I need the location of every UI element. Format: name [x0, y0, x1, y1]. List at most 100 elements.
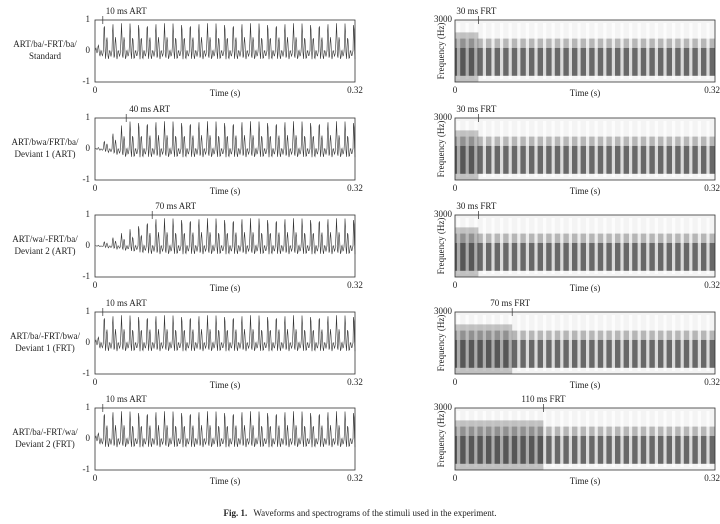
x-tick-label: 0.32 — [347, 473, 363, 483]
pitch-pulse — [586, 315, 590, 371]
x-axis-label: Time (s) — [210, 380, 240, 390]
y-tick-label: -1 — [83, 368, 91, 378]
formant-band — [455, 38, 715, 48]
plot-frame — [454, 19, 716, 83]
pitch-pulse — [680, 218, 684, 274]
pitch-pulse — [620, 218, 624, 274]
caption: Fig. 1. Waveforms and spectrograms of th… — [223, 508, 496, 518]
rise-label: 10 ms ART — [106, 6, 147, 16]
pitch-pulse — [654, 121, 658, 177]
x-tick-label: 0.32 — [704, 377, 720, 387]
pitch-pulse — [680, 315, 684, 371]
pitch-pulse — [689, 121, 693, 177]
pitch-pulse — [663, 218, 667, 274]
y-tick-label: 0 — [86, 45, 91, 55]
x-tick-label: 0 — [93, 473, 98, 483]
pitch-pulse — [715, 315, 719, 371]
pitch-pulse — [594, 23, 598, 79]
pitch-pulse — [586, 218, 590, 274]
x-tick-label: 0 — [453, 377, 458, 387]
x-axis-label: Time (s) — [570, 380, 600, 390]
pitch-pulse — [603, 23, 607, 79]
x-tick-label: 0 — [453, 473, 458, 483]
pitch-pulse — [551, 315, 555, 371]
pitch-pulse — [517, 411, 521, 467]
pitch-pulse — [603, 218, 607, 274]
x-tick-label: 0 — [93, 85, 98, 95]
pitch-pulse — [568, 218, 572, 274]
y-tick-label: 1 — [86, 14, 91, 24]
pitch-pulse — [706, 23, 710, 79]
pitch-pulse — [577, 315, 581, 371]
pitch-pulse — [525, 411, 529, 467]
row-label: ART/wa/-FRT/ba/ — [12, 234, 78, 244]
pitch-pulse — [508, 23, 512, 79]
formant-band — [455, 145, 715, 174]
rise-label: 30 ms FRT — [456, 6, 496, 16]
pitch-pulse — [637, 218, 641, 274]
plot-frame — [454, 117, 716, 181]
pitch-pulse — [508, 315, 512, 371]
pitch-pulse — [663, 23, 667, 79]
y-tick-label: 0 — [86, 433, 91, 443]
row-label: Deviant 1 (FRT) — [15, 343, 74, 353]
x-axis-label: Time (s) — [210, 88, 240, 98]
pitch-pulse — [646, 23, 650, 79]
pitch-pulse — [663, 121, 667, 177]
row-label: ART/ba/-FRT/ba/ — [13, 39, 77, 49]
pitch-pulse — [560, 411, 564, 467]
pitch-pulse — [517, 218, 521, 274]
pitch-pulse — [551, 23, 555, 79]
y-axis-label: Frequency (Hz) — [436, 411, 446, 468]
pitch-pulse — [706, 411, 710, 467]
pitch-pulse — [508, 121, 512, 177]
pitch-pulse — [568, 315, 572, 371]
y-tick-label: -1 — [83, 271, 91, 281]
pitch-pulse — [568, 411, 572, 467]
pitch-pulse — [654, 411, 658, 467]
pitch-pulse — [646, 218, 650, 274]
x-tick-label: 0.32 — [347, 85, 363, 95]
waveform — [94, 23, 356, 60]
x-tick-label: 0 — [453, 183, 458, 193]
formant-band — [455, 242, 715, 271]
waveform — [94, 411, 356, 448]
pitch-pulse — [629, 23, 633, 79]
pitch-pulse — [672, 411, 676, 467]
pitch-pulse — [672, 121, 676, 177]
pitch-pulse — [689, 23, 693, 79]
pitch-pulse — [491, 411, 495, 467]
pitch-pulse — [543, 218, 547, 274]
y-tick-label: -1 — [83, 76, 91, 86]
pitch-pulse — [534, 411, 538, 467]
pitch-pulse — [620, 411, 624, 467]
pitch-pulse — [568, 23, 572, 79]
pitch-pulse — [629, 121, 633, 177]
pitch-pulse — [465, 218, 469, 274]
x-tick-label: 0 — [93, 377, 98, 387]
y-tick-label: -1 — [83, 174, 91, 184]
pitch-pulse — [491, 218, 495, 274]
pitch-pulse — [637, 411, 641, 467]
y-tick-label: 3000 — [434, 112, 453, 122]
pitch-pulse — [603, 315, 607, 371]
y-tick-label: 3000 — [434, 209, 453, 219]
pitch-pulse — [689, 411, 693, 467]
pitch-pulse — [586, 411, 590, 467]
x-tick-label: 0.32 — [704, 183, 720, 193]
pitch-pulse — [500, 23, 504, 79]
pitch-pulse — [697, 218, 701, 274]
rise-label: 110 ms FRT — [521, 394, 566, 404]
pitch-pulse — [491, 23, 495, 79]
pitch-pulse — [560, 121, 564, 177]
plot-frame — [454, 407, 716, 471]
pitch-pulse — [620, 23, 624, 79]
caption-text: Waveforms and spectrograms of the stimul… — [253, 508, 496, 518]
x-axis-label: Time (s) — [210, 283, 240, 293]
x-tick-label: 0.32 — [347, 377, 363, 387]
y-axis-label: Frequency (Hz) — [436, 315, 446, 372]
pitch-pulse — [637, 315, 641, 371]
pitch-pulse — [508, 411, 512, 467]
pitch-pulse — [525, 121, 529, 177]
